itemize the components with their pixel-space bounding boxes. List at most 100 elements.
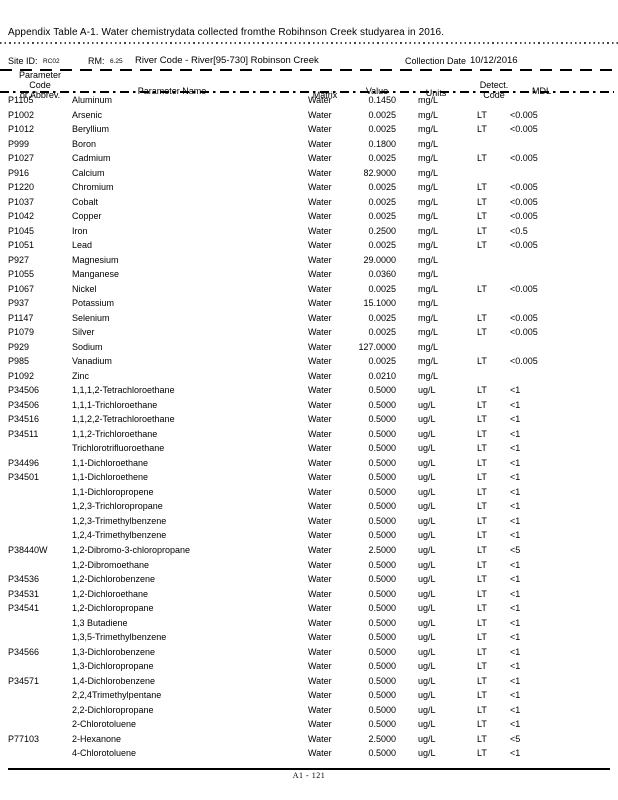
matrix-cell: Water — [308, 385, 332, 396]
detect-code-cell — [466, 93, 510, 108]
value-cell: 0.0025 — [368, 240, 396, 251]
param-name-cell: 1,3,5-Trimethylbenzene — [72, 632, 167, 643]
matrix-cell: Water — [308, 661, 332, 672]
value-cell: 0.5000 — [368, 472, 396, 483]
matrix-cell: Water — [308, 211, 332, 222]
value-cell: 0.1800 — [368, 138, 396, 149]
value-cell: 0.5000 — [368, 646, 396, 657]
mdl-cell: <1 — [510, 515, 521, 526]
mdl-cell: <0.005 — [510, 196, 538, 207]
units-cell: ug/L — [418, 399, 436, 410]
detect-code-cell: LT — [477, 574, 487, 585]
param-code-cell: P999 — [8, 138, 30, 149]
matrix-cell: Water — [308, 617, 332, 628]
mdl-cell: <1 — [510, 443, 521, 454]
param-code-cell: P1051 — [8, 240, 35, 251]
param-name-cell: Chromium — [72, 182, 114, 193]
value-cell: 0.0025 — [368, 312, 396, 323]
value-cell: 0.5000 — [368, 675, 396, 686]
detect-code-cell: LT — [477, 153, 487, 164]
value-cell: 0.0025 — [368, 211, 396, 222]
param-code-cell: P927 — [8, 254, 30, 265]
table-body: P1105 Aluminum Water 0.1450 mg/L P1002 A… — [0, 93, 618, 761]
value-cell: 0.5000 — [368, 719, 396, 730]
matrix-cell: Water — [308, 588, 332, 599]
mdl-cell — [510, 137, 610, 152]
detect-code-cell: LT — [477, 690, 487, 701]
table-row: P34506 1,1,1,2-Tetrachloroethane Water 0… — [0, 383, 610, 398]
mdl-cell — [510, 166, 610, 181]
units-cell: ug/L — [418, 544, 436, 555]
mdl-cell: <1 — [510, 414, 521, 425]
param-name-cell: Trichlorotrifluoroethane — [72, 443, 165, 454]
detect-code-cell: LT — [477, 544, 487, 555]
table-row: P927 Magnesium Water 29.0000 mg/L — [0, 253, 610, 268]
mdl-cell: <1 — [510, 385, 521, 396]
param-name-cell: 1,1-Dichloropropene — [72, 486, 154, 497]
mdl-cell — [510, 253, 610, 268]
mdl-cell: <0.5 — [510, 225, 528, 236]
param-code-cell: P929 — [8, 341, 30, 352]
units-cell: ug/L — [418, 588, 436, 599]
detect-code-cell: LT — [477, 399, 487, 410]
detect-code-cell: LT — [477, 211, 487, 222]
param-name-cell: Beryllium — [72, 124, 110, 135]
value-cell: 0.5000 — [368, 443, 396, 454]
units-cell: mg/L — [418, 109, 439, 120]
table-row: P1067 Nickel Water 0.0025 mg/L LT <0.005 — [0, 282, 610, 297]
units-cell: ug/L — [418, 428, 436, 439]
value-cell: 0.5000 — [368, 632, 396, 643]
table-row: P1147 Selenium Water 0.0025 mg/L LT <0.0… — [0, 311, 610, 326]
param-code-cell: P34506 — [8, 385, 40, 396]
matrix-cell: Water — [308, 225, 332, 236]
param-code-cell: P1079 — [8, 327, 35, 338]
value-cell: 0.5000 — [368, 530, 396, 541]
param-code-cell — [8, 746, 72, 761]
param-code-cell: P1092 — [8, 370, 35, 381]
mdl-cell: <1 — [510, 588, 521, 599]
table-row: P38440W 1,2-Dibromo-3-chloropropane Wate… — [0, 543, 610, 558]
table-row: 2,2,4Trimethylpentane Water 0.5000 ug/L … — [0, 688, 610, 703]
site-id-value: RC02 — [43, 58, 60, 65]
matrix-cell: Water — [308, 153, 332, 164]
param-name-cell: 1,1,1,2-Tetrachloroethane — [72, 385, 175, 396]
matrix-cell: Water — [308, 327, 332, 338]
units-cell: mg/L — [418, 240, 439, 251]
mdl-cell: <1 — [510, 748, 521, 759]
param-code-cell: P1067 — [8, 283, 35, 294]
mdl-cell: <0.005 — [510, 182, 538, 193]
table-row: P1105 Aluminum Water 0.1450 mg/L — [0, 93, 610, 108]
detect-code-cell: LT — [477, 501, 487, 512]
matrix-cell: Water — [308, 95, 332, 105]
param-name-cell: 2-Hexanone — [72, 733, 122, 744]
mdl-cell: <1 — [510, 675, 521, 686]
river-mile-label: RM: — [88, 56, 105, 66]
table-header-row: Parameter Code or Abbrev. Parameter Name… — [0, 70, 610, 100]
param-code-cell — [8, 441, 72, 456]
table-row: P937 Potassium Water 15.1000 mg/L — [0, 296, 610, 311]
units-cell: mg/L — [418, 138, 439, 149]
value-cell: 0.1450 — [368, 95, 396, 105]
matrix-cell: Water — [308, 124, 332, 135]
units-cell: ug/L — [418, 675, 436, 686]
units-cell: mg/L — [418, 167, 439, 178]
param-name-cell: 1,2-Dibromo-3-chloropropane — [72, 544, 191, 555]
mdl-cell: <0.005 — [510, 327, 538, 338]
detect-code-cell: LT — [477, 704, 487, 715]
detect-code-cell: LT — [477, 617, 487, 628]
units-cell: ug/L — [418, 646, 436, 657]
matrix-cell: Water — [308, 240, 332, 251]
detect-code-cell: LT — [477, 443, 487, 454]
param-code-cell: P34536 — [8, 574, 40, 585]
detect-code-cell: LT — [477, 385, 487, 396]
table-row: P34536 1,2-Dichlorobenzene Water 0.5000 … — [0, 572, 610, 587]
param-name-cell: Arsenic — [72, 109, 103, 120]
matrix-cell: Water — [308, 370, 332, 381]
table-row: P34511 1,1,2-Trichloroethane Water 0.500… — [0, 427, 610, 442]
value-cell: 0.0025 — [368, 283, 396, 294]
table-row: P1055 Manganese Water 0.0360 mg/L — [0, 267, 610, 282]
value-cell: 0.5000 — [368, 603, 396, 614]
table-row: P1027 Cadmium Water 0.0025 mg/L LT <0.00… — [0, 151, 610, 166]
matrix-cell: Water — [308, 269, 332, 280]
detect-code-cell: LT — [477, 182, 487, 193]
